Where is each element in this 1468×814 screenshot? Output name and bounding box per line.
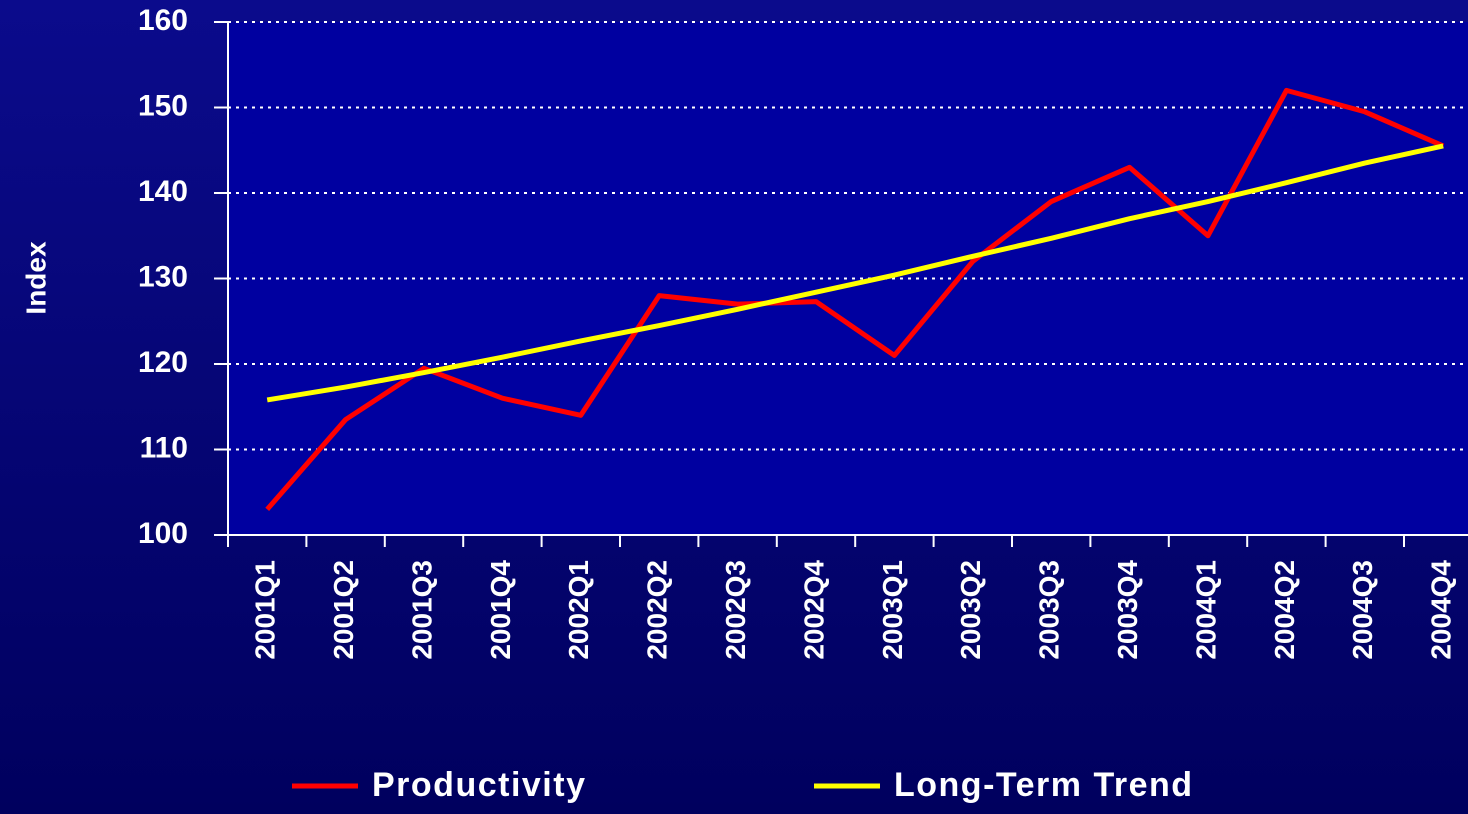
x-tick-label: 2004Q4 [1426, 560, 1457, 660]
line-series [265, 87, 1445, 511]
y-tick-label: 150 [138, 89, 188, 122]
legend-label: Long-Term Trend [894, 766, 1194, 804]
y-tick-label: 140 [138, 175, 188, 208]
y-tick-label: 160 [138, 4, 188, 37]
x-tick-label: 2003Q2 [955, 560, 986, 660]
y-tick-label: 110 [140, 431, 188, 464]
x-tick-label: 2001Q4 [485, 560, 516, 660]
x-tick-label: 2001Q3 [406, 560, 437, 660]
x-tick-label: 2003Q4 [1112, 560, 1143, 660]
x-tick-label: 2002Q4 [798, 560, 829, 660]
y-tick-label: 100 [138, 517, 188, 550]
x-tick-label: 2004Q2 [1269, 560, 1300, 660]
x-tick-label: 2004Q3 [1347, 560, 1378, 660]
x-tick-label: 2002Q1 [563, 560, 594, 660]
legend-label: Productivity [372, 766, 586, 804]
y-axis-label: Index [20, 241, 51, 315]
x-tick-label: 2001Q1 [250, 560, 281, 660]
x-tick-label: 2003Q3 [1034, 560, 1065, 660]
x-tick-label: 2002Q2 [642, 560, 673, 660]
line-series [266, 143, 1444, 403]
y-tick-label: 120 [138, 346, 188, 379]
y-tick-label: 130 [138, 260, 188, 293]
x-tick-label: 2004Q1 [1190, 560, 1221, 660]
x-tick-label: 2002Q3 [720, 560, 751, 660]
x-tick-label: 2001Q2 [328, 560, 359, 660]
x-tick-label: 2003Q1 [877, 560, 908, 660]
